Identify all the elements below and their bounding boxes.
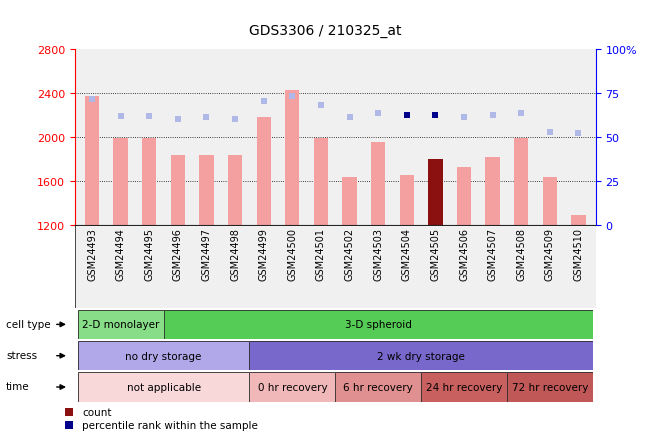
Text: GSM24502: GSM24502 [344,227,355,280]
Bar [256,118,271,226]
Bar [285,91,299,226]
Text: GSM24494: GSM24494 [116,227,126,280]
Bar [199,155,214,226]
Text: 72 hr recovery: 72 hr recovery [512,382,588,392]
Bar [75,226,596,308]
Text: GSM24501: GSM24501 [316,227,326,280]
Bar [428,160,443,226]
Text: GSM24496: GSM24496 [173,227,183,280]
Bar [142,139,156,226]
Bar [543,178,557,226]
Text: GSM24509: GSM24509 [545,227,555,280]
Text: GSM24507: GSM24507 [488,227,497,280]
Text: not applicable: not applicable [126,382,201,392]
Text: GSM24499: GSM24499 [258,227,269,280]
Text: no dry storage: no dry storage [126,351,202,361]
Bar [113,139,128,226]
Text: 3-D spheroid: 3-D spheroid [345,320,411,329]
Bar [371,142,385,226]
Text: GSM24505: GSM24505 [430,227,441,280]
Text: count: count [82,408,112,417]
Text: GSM24493: GSM24493 [87,227,97,280]
Text: GSM24508: GSM24508 [516,227,526,280]
Text: stress: stress [6,350,37,360]
Bar [486,158,500,226]
Text: GSM24498: GSM24498 [230,227,240,280]
Bar [228,155,242,226]
Text: GSM24497: GSM24497 [202,227,212,280]
Text: 24 hr recovery: 24 hr recovery [426,382,502,392]
Text: 6 hr recovery: 6 hr recovery [343,382,413,392]
Bar [572,216,586,226]
Text: 0 hr recovery: 0 hr recovery [258,382,327,392]
Text: GSM24506: GSM24506 [459,227,469,280]
Text: GSM24510: GSM24510 [574,227,583,280]
Text: 2-D monolayer: 2-D monolayer [82,320,159,329]
Text: GSM24500: GSM24500 [287,227,298,280]
Bar [400,175,414,226]
Text: 2 wk dry storage: 2 wk dry storage [377,351,465,361]
Bar [171,155,185,226]
Bar [514,139,529,226]
Text: percentile rank within the sample: percentile rank within the sample [82,421,258,430]
Text: GDS3306 / 210325_at: GDS3306 / 210325_at [249,24,402,38]
Text: GSM24504: GSM24504 [402,227,412,280]
Bar [457,168,471,226]
Text: time: time [6,381,29,391]
Text: GSM24495: GSM24495 [145,227,154,280]
Bar [314,139,328,226]
Text: GSM24503: GSM24503 [373,227,383,280]
Text: cell type: cell type [6,319,51,329]
Bar [85,97,99,226]
Bar [342,178,357,226]
